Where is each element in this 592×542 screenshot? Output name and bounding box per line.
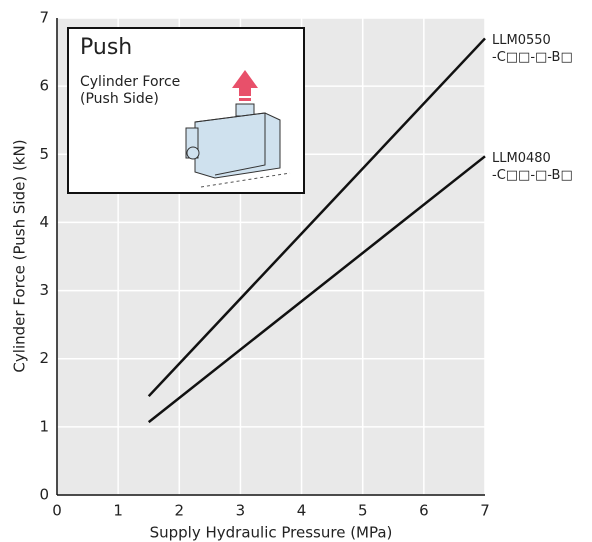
y-tick-label: 4	[39, 213, 49, 231]
x-tick-label: 5	[358, 502, 368, 520]
page: Push Supply Hydraulic Pressure (MPa) Cyl…	[0, 0, 592, 542]
x-tick-label: 3	[236, 502, 246, 520]
x-tick-label: 1	[113, 502, 123, 520]
x-tick-label: 0	[52, 502, 62, 520]
y-tick-label: 2	[39, 349, 49, 367]
x-tick-label: 4	[297, 502, 307, 520]
y-tick-label: 3	[39, 281, 49, 299]
y-tick-label: 1	[39, 417, 49, 435]
x-tick-label: 6	[419, 502, 429, 520]
y-tick-label: 5	[39, 145, 49, 163]
x-tick-label: 2	[175, 502, 185, 520]
y-tick-label: 6	[39, 77, 49, 95]
y-tick-label: 0	[39, 486, 49, 504]
x-axis-label: Supply Hydraulic Pressure (MPa)	[150, 524, 393, 542]
x-tick-label: 7	[480, 502, 490, 520]
y-axis-label: Cylinder Force (Push Side) (kN)	[11, 139, 29, 372]
series-label: LLM0550 -C□□-□-B□	[492, 32, 573, 66]
y-tick-label: 7	[39, 9, 49, 27]
inset-title: Push	[80, 35, 132, 60]
inset-caption: Cylinder Force (Push Side)	[80, 74, 180, 108]
series-label: LLM0480 -C□□-□-B□	[492, 150, 573, 184]
